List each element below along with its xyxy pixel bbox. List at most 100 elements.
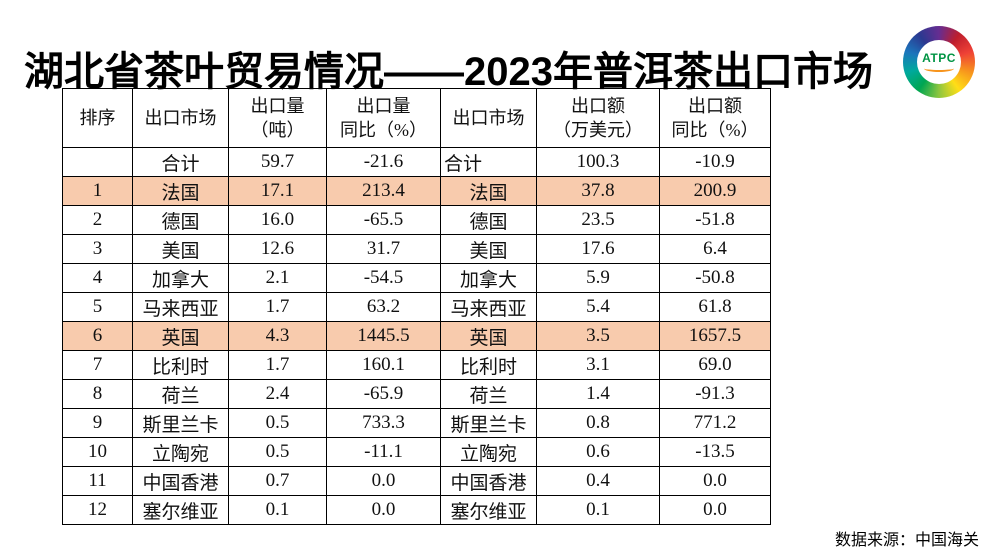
- cell-volume: 17.1: [228, 176, 327, 206]
- table-row: 1 法国 17.1 213.4 法国 37.8 200.9: [62, 176, 771, 206]
- cell-value_yoy: 1657.5: [659, 321, 771, 351]
- cell-market: 斯里兰卡: [132, 408, 229, 438]
- cell-rank: 2: [62, 205, 133, 235]
- cell-volume: 0.1: [228, 495, 327, 525]
- cell-value: 37.8: [536, 176, 660, 206]
- cell-value_yoy: 0.0: [659, 466, 771, 496]
- cell-volume: 59.7: [228, 147, 327, 177]
- cell-volume_yoy: 0.0: [326, 466, 441, 496]
- cell-value: 0.4: [536, 466, 660, 496]
- table-row: 3 美国 12.6 31.7 美国 17.6 6.4: [62, 234, 771, 264]
- cell-rank: 1: [62, 176, 133, 206]
- atpc-logo-center: ATPC: [917, 40, 961, 84]
- data-source: 数据来源：中国海关: [834, 532, 979, 549]
- cell-market: 荷兰: [132, 379, 229, 409]
- cell-market2: 美国: [440, 234, 537, 264]
- cell-value_yoy: 0.0: [659, 495, 771, 525]
- cell-volume_yoy: -11.1: [326, 437, 441, 467]
- cell-value: 0.6: [536, 437, 660, 467]
- table-row: 12 塞尔维亚 0.1 0.0 塞尔维亚 0.1 0.0: [62, 495, 771, 525]
- cell-rank: 4: [62, 263, 133, 293]
- table-row: 4 加拿大 2.1 -54.5 加拿大 5.9 -50.8: [62, 263, 771, 293]
- table-row: 2 德国 16.0 -65.5 德国 23.5 -51.8: [62, 205, 771, 235]
- cell-volume_yoy: 733.3: [326, 408, 441, 438]
- cell-rank: 8: [62, 379, 133, 409]
- cell-rank: 7: [62, 350, 133, 380]
- cell-volume: 1.7: [228, 292, 327, 322]
- cell-rank: 12: [62, 495, 133, 525]
- cell-volume: 16.0: [228, 205, 327, 235]
- cell-market: 美国: [132, 234, 229, 264]
- cell-value: 0.8: [536, 408, 660, 438]
- table-row-total: 合计 59.7 -21.6 合计 100.3 -10.9: [62, 147, 771, 177]
- cell-market: 马来西亚: [132, 292, 229, 322]
- cell-market: 加拿大: [132, 263, 229, 293]
- cell-market2: 加拿大: [440, 263, 537, 293]
- column-header: 出口市场: [440, 88, 537, 148]
- trade-table: 排序 出口市场 出口量 （吨） 出口量 同比（%） 出口市场 出口额 （万美元） 出口额 同…: [62, 88, 771, 525]
- cell-market: 比利时: [132, 350, 229, 380]
- column-header: 出口量 （吨）: [228, 88, 327, 148]
- table-row: 8 荷兰 2.4 -65.9 荷兰 1.4 -91.3: [62, 379, 771, 409]
- atpc-logo-swoosh-icon: [924, 65, 954, 72]
- cell-value: 17.6: [536, 234, 660, 264]
- cell-market: 法国: [132, 176, 229, 206]
- cell-volume_yoy: -65.9: [326, 379, 441, 409]
- cell-value: 0.1: [536, 495, 660, 525]
- cell-value: 1.4: [536, 379, 660, 409]
- cell-volume_yoy: 160.1: [326, 350, 441, 380]
- cell-market2: 荷兰: [440, 379, 537, 409]
- atpc-logo-text: ATPC: [922, 51, 956, 65]
- cell-market2: 马来西亚: [440, 292, 537, 322]
- column-header: 出口额 （万美元）: [536, 88, 660, 148]
- cell-volume: 1.7: [228, 350, 327, 380]
- column-header: 排序: [62, 88, 133, 148]
- table-header-row: 排序 出口市场 出口量 （吨） 出口量 同比（%） 出口市场 出口额 （万美元） 出口额 同…: [62, 88, 771, 148]
- cell-market2: 斯里兰卡: [440, 408, 537, 438]
- cell-market2: 法国: [440, 176, 537, 206]
- table-row: 5 马来西亚 1.7 63.2 马来西亚 5.4 61.8: [62, 292, 771, 322]
- cell-rank: 10: [62, 437, 133, 467]
- atpc-logo: ATPC: [903, 26, 975, 98]
- cell-market2: 比利时: [440, 350, 537, 380]
- table-row: 10 立陶宛 0.5 -11.1 立陶宛 0.6 -13.5: [62, 437, 771, 467]
- column-header: 出口量 同比（%）: [326, 88, 441, 148]
- cell-rank: 5: [62, 292, 133, 322]
- cell-market: 德国: [132, 205, 229, 235]
- cell-volume: 0.5: [228, 437, 327, 467]
- cell-market2: 立陶宛: [440, 437, 537, 467]
- cell-volume_yoy: -54.5: [326, 263, 441, 293]
- cell-rank: 3: [62, 234, 133, 264]
- cell-volume_yoy: 63.2: [326, 292, 441, 322]
- cell-market: 塞尔维亚: [132, 495, 229, 525]
- cell-volume: 4.3: [228, 321, 327, 351]
- cell-value_yoy: -13.5: [659, 437, 771, 467]
- cell-value_yoy: 6.4: [659, 234, 771, 264]
- cell-value_yoy: -10.9: [659, 147, 771, 177]
- slide-title: 湖北省茶叶贸易情况——2023年普洱茶出口市场: [24, 49, 873, 94]
- cell-value_yoy: 771.2: [659, 408, 771, 438]
- cell-value_yoy: -91.3: [659, 379, 771, 409]
- cell-market2: 德国: [440, 205, 537, 235]
- cell-market: 立陶宛: [132, 437, 229, 467]
- cell-market: 英国: [132, 321, 229, 351]
- cell-rank: 6: [62, 321, 133, 351]
- cell-value_yoy: -50.8: [659, 263, 771, 293]
- cell-market2: 合计: [440, 147, 537, 177]
- cell-value: 3.5: [536, 321, 660, 351]
- cell-market2: 塞尔维亚: [440, 495, 537, 525]
- cell-value_yoy: 61.8: [659, 292, 771, 322]
- cell-volume: 2.4: [228, 379, 327, 409]
- cell-volume: 2.1: [228, 263, 327, 293]
- table-row: 9 斯里兰卡 0.5 733.3 斯里兰卡 0.8 771.2: [62, 408, 771, 438]
- cell-market: 中国香港: [132, 466, 229, 496]
- table-row: 11 中国香港 0.7 0.0 中国香港 0.4 0.0: [62, 466, 771, 496]
- table-body: 合计 59.7 -21.6 合计 100.3 -10.9 1 法国 17.1 213.4 法国 37.…: [62, 147, 771, 525]
- cell-market: 合计: [132, 147, 229, 177]
- cell-volume_yoy: -65.5: [326, 205, 441, 235]
- cell-volume_yoy: 213.4: [326, 176, 441, 206]
- cell-volume_yoy: 0.0: [326, 495, 441, 525]
- cell-value: 23.5: [536, 205, 660, 235]
- cell-value_yoy: 69.0: [659, 350, 771, 380]
